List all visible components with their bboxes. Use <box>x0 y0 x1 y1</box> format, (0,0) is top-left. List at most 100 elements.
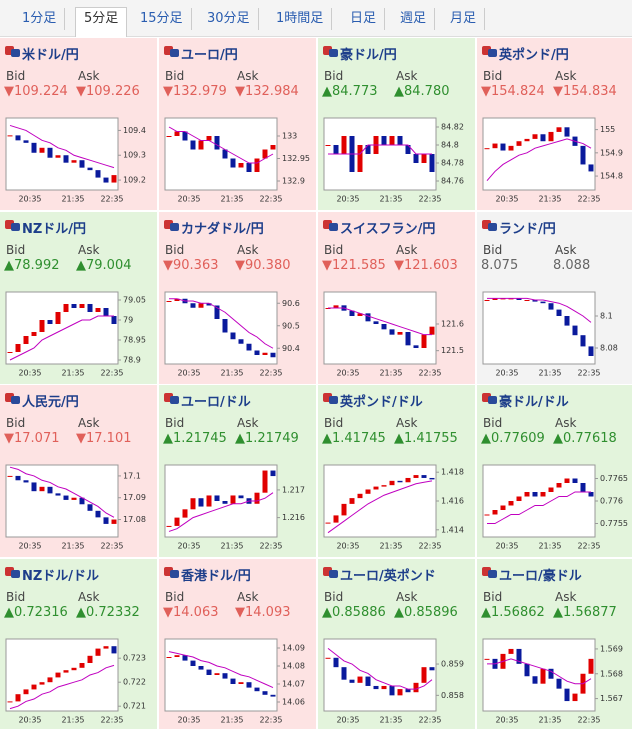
candle <box>198 665 204 670</box>
candle <box>405 331 411 345</box>
time-tab[interactable]: 15分足 <box>132 8 192 30</box>
x-tick-label: 21:35 <box>538 542 561 551</box>
x-tick-label: 20:35 <box>177 195 200 204</box>
pair-link[interactable]: スイスフラン/円 <box>340 221 436 237</box>
candle <box>63 669 69 673</box>
y-tick-label: 14.08 <box>282 661 305 670</box>
y-tick-label: 1.416 <box>441 497 464 506</box>
candle <box>7 351 13 353</box>
x-tick-label: 22:35 <box>418 715 441 724</box>
candle <box>405 145 411 154</box>
pair-link[interactable]: カナダドル/円 <box>181 221 264 237</box>
bid-price: ▼14.063 <box>163 604 219 620</box>
candle <box>532 299 538 302</box>
y-tick-label: 84.78 <box>441 159 464 168</box>
ask-price: ▼121.603 <box>394 257 458 273</box>
flag-right <box>488 569 497 578</box>
x-tick-label: 21:35 <box>379 368 402 377</box>
x-tick-label: 20:35 <box>336 542 359 551</box>
time-tab[interactable]: 週足 <box>392 8 436 30</box>
pair-link[interactable]: 人民元/円 <box>22 395 79 410</box>
candle <box>429 154 435 172</box>
pair-link[interactable]: ユーロ/豪ドル <box>499 568 582 584</box>
candle <box>47 676 53 682</box>
bid-price: ▼121.585 <box>322 257 386 273</box>
mini-chart: 1.414 1.416 1.418 20:35 21:35 22:35 <box>323 464 464 551</box>
candle <box>389 480 395 486</box>
candle <box>421 475 427 478</box>
time-tab[interactable]: 1分足 <box>14 8 66 30</box>
pair-link[interactable]: NZドル/ドル <box>22 568 100 584</box>
y-tick-label: 109.3 <box>123 151 146 160</box>
chart-box <box>5 291 119 364</box>
y-tick-label: 155 <box>600 125 615 134</box>
y-tick-label: 17.08 <box>123 515 146 524</box>
candle <box>556 483 562 488</box>
time-tab[interactable]: 30分足 <box>199 8 259 30</box>
time-tab[interactable]: 1時間足 <box>268 8 333 30</box>
candle <box>516 297 522 300</box>
ask-price: ▲79.004 <box>76 257 132 273</box>
flag-icon <box>5 219 20 231</box>
candle <box>349 310 355 316</box>
chart-box <box>482 291 596 364</box>
candle <box>198 302 204 308</box>
flag-icon <box>5 566 20 578</box>
candle <box>95 170 101 178</box>
candle <box>79 160 85 168</box>
pair-link[interactable]: ユーロ/ドル <box>181 395 251 410</box>
y-tick-label: 132.95 <box>282 154 310 163</box>
rate-card: NZドル/円 Bid Ask ▲78.992 ▲79.004 78.9 78.95 79 79.… <box>0 211 157 384</box>
pair-link[interactable]: ユーロ/円 <box>181 48 238 63</box>
flag-icon <box>164 46 179 57</box>
bid-label: Bid <box>324 589 344 604</box>
y-tick-label: 1.217 <box>282 485 305 494</box>
pair-link[interactable]: 米ドル/円 <box>22 48 79 63</box>
candle <box>381 485 387 487</box>
rate-card: 豪ドル/円 Bid Ask ▲84.773 ▲84.780 84.76 84.78 84.8 8… <box>318 38 475 210</box>
time-tab[interactable]: 5分足 <box>75 7 128 37</box>
x-tick-label: 22:35 <box>577 195 600 204</box>
candle <box>238 495 244 499</box>
candle <box>63 495 69 500</box>
pair-link[interactable]: 豪ドル/ドル <box>499 395 569 410</box>
ask-price: 8.088 <box>553 257 591 273</box>
bid-price: ▼17.071 <box>4 431 60 446</box>
y-tick-label: 121.6 <box>441 319 464 328</box>
candle <box>174 131 180 136</box>
bid-price: ▲84.773 <box>322 84 378 99</box>
bid-label: Bid <box>6 416 26 430</box>
candle <box>7 135 13 137</box>
candle <box>548 302 554 310</box>
pair-link[interactable]: 香港ドル/円 <box>181 568 251 584</box>
candle <box>182 509 188 518</box>
pair-link[interactable]: NZドル/円 <box>22 221 87 237</box>
candle <box>588 164 594 172</box>
bid-label: Bid <box>165 242 185 257</box>
candle <box>413 682 419 692</box>
candle <box>397 480 403 483</box>
pair-link[interactable]: ユーロ/英ポンド <box>340 568 436 584</box>
bid-label: Bid <box>165 589 185 604</box>
candle <box>532 675 538 684</box>
candle <box>492 297 498 300</box>
candle <box>572 693 578 701</box>
flag-icon <box>323 566 338 578</box>
candle <box>7 475 13 477</box>
time-tab[interactable]: 日足 <box>342 8 386 30</box>
pair-link[interactable]: 豪ドル/円 <box>340 48 397 63</box>
candle <box>230 495 236 504</box>
mini-chart: 1.216 1.217 20:35 21:35 22:35 <box>164 464 305 551</box>
pair-link[interactable]: ランド/円 <box>499 221 556 237</box>
flag-icon <box>482 219 497 231</box>
ask-label: Ask <box>237 69 259 83</box>
candle <box>230 158 236 168</box>
candle <box>556 678 562 689</box>
candle <box>87 655 93 663</box>
candle <box>79 662 85 668</box>
candle <box>564 688 570 701</box>
pair-link[interactable]: 英ポンド/ドル <box>340 395 423 410</box>
candle <box>246 681 252 688</box>
time-tab[interactable]: 月足 <box>442 8 486 30</box>
pair-link[interactable]: 英ポンド/円 <box>499 48 569 63</box>
